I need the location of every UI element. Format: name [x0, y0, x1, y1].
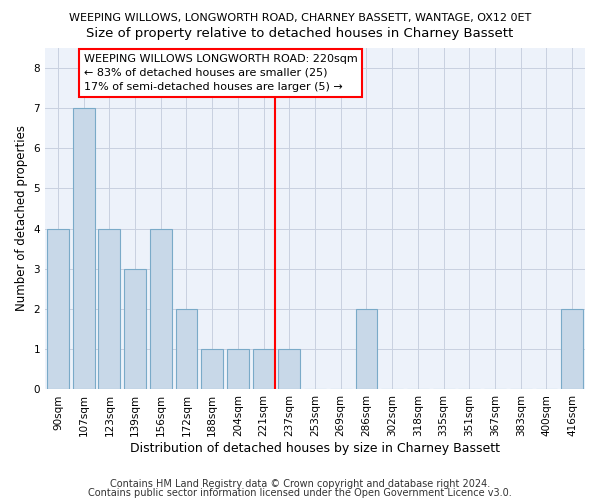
Bar [561, 309, 583, 390]
X-axis label: Distribution of detached houses by size in Charney Bassett: Distribution of detached houses by size … [130, 442, 500, 455]
Bar [98, 228, 120, 390]
Bar [356, 309, 377, 390]
Bar [73, 108, 95, 390]
Bar [201, 349, 223, 390]
Y-axis label: Number of detached properties: Number of detached properties [15, 126, 28, 312]
Text: Size of property relative to detached houses in Charney Bassett: Size of property relative to detached ho… [86, 28, 514, 40]
Bar [124, 269, 146, 390]
Bar [150, 228, 172, 390]
Text: WEEPING WILLOWS, LONGWORTH ROAD, CHARNEY BASSETT, WANTAGE, OX12 0ET: WEEPING WILLOWS, LONGWORTH ROAD, CHARNEY… [69, 12, 531, 22]
Bar [176, 309, 197, 390]
Bar [227, 349, 249, 390]
Bar [47, 228, 69, 390]
Bar [278, 349, 300, 390]
Text: Contains HM Land Registry data © Crown copyright and database right 2024.: Contains HM Land Registry data © Crown c… [110, 479, 490, 489]
Bar [253, 349, 275, 390]
Text: WEEPING WILLOWS LONGWORTH ROAD: 220sqm
← 83% of detached houses are smaller (25): WEEPING WILLOWS LONGWORTH ROAD: 220sqm ←… [83, 54, 358, 92]
Text: Contains public sector information licensed under the Open Government Licence v3: Contains public sector information licen… [88, 488, 512, 498]
